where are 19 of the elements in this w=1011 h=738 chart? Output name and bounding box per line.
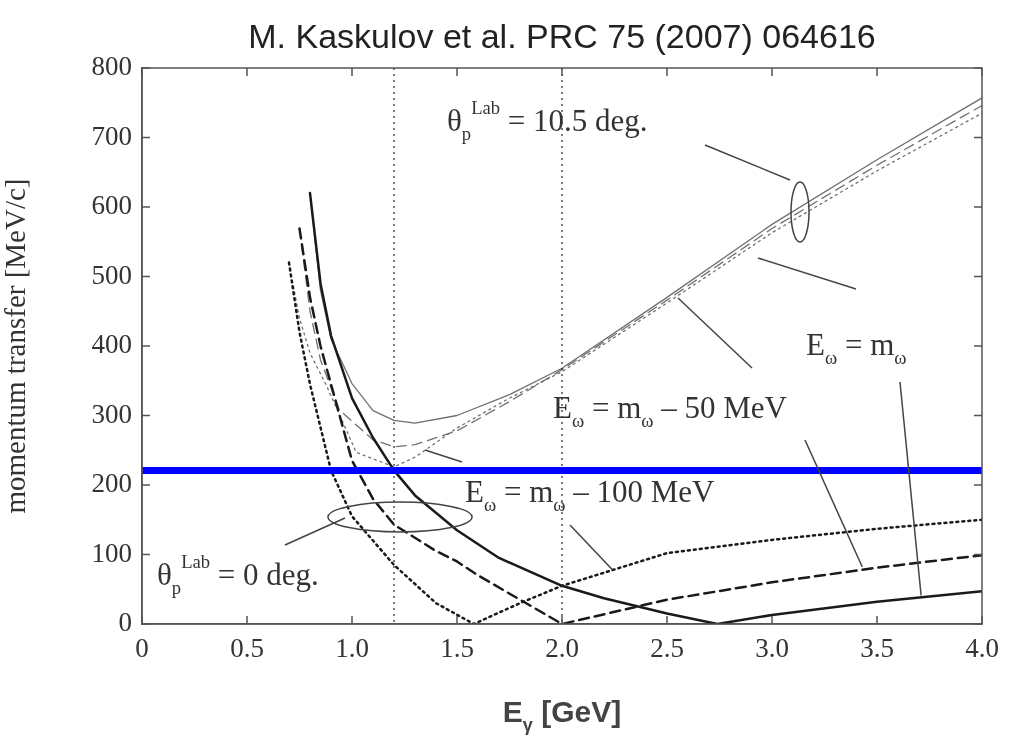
y-tick-label: 800 (91, 51, 132, 82)
y-tick-label: 600 (91, 190, 132, 221)
x-tick-label: 3.0 (755, 633, 789, 664)
y-axis-title: momentum transfer [MeV/c] (0, 178, 32, 514)
x-tick-label: 1.0 (335, 633, 369, 664)
x-tick-label: 0.5 (230, 633, 264, 664)
x-tick-label: 2.5 (650, 633, 684, 664)
x-tick-label: 1.5 (440, 633, 474, 664)
x-tick-label: 4.0 (965, 633, 999, 664)
x-tick-label: 2.0 (545, 633, 579, 664)
y-tick-label: 700 (91, 120, 132, 151)
y-tick-label: 0 (118, 607, 132, 638)
y-tick-label: 400 (91, 329, 132, 360)
chart-title: M. Kaskulov et al. PRC 75 (2007) 064616 (248, 17, 876, 55)
y-tick-label: 500 (91, 259, 132, 290)
y-tick-label: 200 (91, 468, 132, 499)
y-tick-label: 100 (91, 537, 132, 568)
x-tick-label: 3.5 (860, 633, 894, 664)
y-tick-label: 300 (91, 398, 132, 429)
